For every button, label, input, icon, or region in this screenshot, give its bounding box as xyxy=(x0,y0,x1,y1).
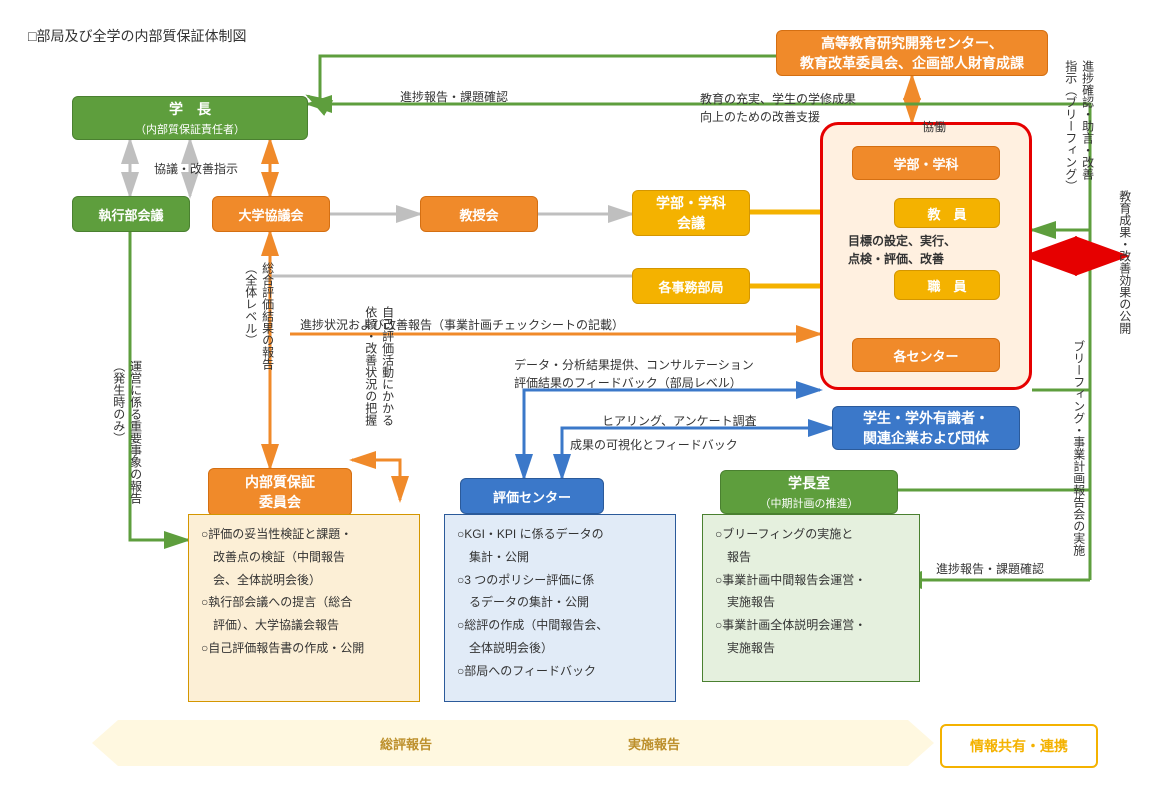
node-label: 教 員 xyxy=(927,204,966,223)
label-v3: 自己評価活動にかかる依頼・改善状況の把握 xyxy=(362,306,396,426)
node-label: 学部・学科会議 xyxy=(656,193,726,233)
panel-item: ○総評の作成（中間報告会、 xyxy=(457,614,663,637)
label-l8: 成果の可視化とフィードバック xyxy=(570,436,738,454)
label-l6: データ・分析結果提供、コンサルテーション評価結果のフィードバック（部局レベル） xyxy=(514,356,754,392)
node-sublabel: （中期計画の推進） xyxy=(760,495,859,511)
arrow-15 xyxy=(352,460,400,500)
node-pres_office: 学長室 （中期計画の推進） xyxy=(720,470,898,514)
node-label: 大学協議会 xyxy=(238,205,303,224)
panel-item: 会、全体説明会後） xyxy=(201,569,407,592)
node-iqac: 内部質保証委員会 xyxy=(208,468,352,516)
text-goals_txt: 目標の設定、実行、点検・評価、改善 xyxy=(848,232,956,268)
label-l9: 総評報告 xyxy=(380,735,432,755)
node-label: 高等教育研究開発センター、教育改革委員会、企画部人財育成課 xyxy=(800,33,1024,73)
label-l1: 進捗報告・課題確認 xyxy=(400,88,508,106)
panel-item: ○3 つのポリシー評価に係 xyxy=(457,569,663,592)
node-label: 学部・学科 xyxy=(893,154,958,173)
info-share-box: 情報共有・連携 xyxy=(940,724,1098,768)
node-label: 各事務部局 xyxy=(658,277,723,296)
panel-item: 集計・公開 xyxy=(457,546,663,569)
label-l11: 進捗報告・課題確認 xyxy=(936,560,1044,578)
node-admin: 各事務部局 xyxy=(632,268,750,304)
node-centers: 各センター xyxy=(852,338,1000,372)
panel-item: 評価）、大学協議会報告 xyxy=(201,614,407,637)
node-label: 内部質保証委員会 xyxy=(245,472,315,512)
panel-item: 実施報告 xyxy=(715,637,907,660)
node-label: 職 員 xyxy=(927,276,966,295)
label-l2: 協議・改善指示 xyxy=(154,160,238,178)
label-l10: 実施報告 xyxy=(628,735,680,755)
panel-item: 実施報告 xyxy=(715,591,907,614)
panel-item: ○部局へのフィードバック xyxy=(457,660,663,683)
label-v4: 進捗確認・助言・改善指示（ブリーフィング） xyxy=(1062,60,1096,192)
node-president: 学 長 （内部質保証責任者） xyxy=(72,96,308,140)
label-v1: 運営に係る重要事象の報告（発生時のみ） xyxy=(110,360,144,504)
arrow-13 xyxy=(524,390,820,478)
node-council: 大学協議会 xyxy=(212,196,330,232)
label-l5: 進捗状況および改善報告（事業計画チェックシートの記載） xyxy=(300,316,624,334)
node-eval_center: 評価センター xyxy=(460,478,604,514)
node-label: 教授会 xyxy=(459,205,498,224)
panel-item: 改善点の検証（中間報告 xyxy=(201,546,407,569)
node-dept_mtg: 学部・学科会議 xyxy=(632,190,750,236)
node-exec: 執行部会議 xyxy=(72,196,190,232)
node-label: 執行部会議 xyxy=(98,205,163,224)
node-staff: 職 員 xyxy=(894,270,1000,300)
node-students: 学生・学外有識者・関連企業および団体 xyxy=(832,406,1020,450)
node-label: 学 長 xyxy=(169,99,211,119)
label-v5: 教育成果・改善効果の公開 xyxy=(1116,190,1133,334)
panel-item: 報告 xyxy=(715,546,907,569)
panel-item: ○ブリーフィングの実施と xyxy=(715,523,907,546)
label-v6: ブリーフィング・事業計画報告会の実施 xyxy=(1070,340,1087,556)
node-teachers: 教 員 xyxy=(894,198,1000,228)
node-label: 学長室 xyxy=(788,473,830,493)
panel-item: るデータの集計・公開 xyxy=(457,591,663,614)
arrow-8 xyxy=(270,232,632,276)
node-sublabel: （内部質保証責任者） xyxy=(135,121,245,137)
label-l3: 教育の充実、学生の学修成果向上のための改善支援 xyxy=(700,90,856,126)
node-label: 学生・学外有識者・関連企業および団体 xyxy=(863,408,989,448)
page-title: □部局及び全学の内部質保証体制図 xyxy=(28,26,246,46)
panel-eval_panel: ○KGI・KPI に係るデータの 集計・公開○3 つのポリシー評価に係 るデータ… xyxy=(444,514,676,702)
panel-item: ○評価の妥当性検証と課題・ xyxy=(201,523,407,546)
node-dept: 学部・学科 xyxy=(852,146,1000,180)
panel-pres_panel: ○ブリーフィングの実施と 報告○事業計画中間報告会運営・ 実施報告○事業計画全体… xyxy=(702,514,920,682)
panel-item: ○自己評価報告書の作成・公開 xyxy=(201,637,407,660)
panel-item: ○KGI・KPI に係るデータの xyxy=(457,523,663,546)
panel-item: ○事業計画中間報告会運営・ xyxy=(715,569,907,592)
node-label: 各センター xyxy=(893,346,958,365)
label-l4: 協働 xyxy=(922,118,946,136)
panel-iqac_panel: ○評価の妥当性検証と課題・ 改善点の検証（中間報告 会、全体説明会後）○執行部会… xyxy=(188,514,420,702)
node-faculty_mtg: 教授会 xyxy=(420,196,538,232)
panel-item: 全体説明会後） xyxy=(457,637,663,660)
panel-item: ○事業計画全体説明会運営・ xyxy=(715,614,907,637)
panel-item: ○執行部会議への提言（総合 xyxy=(201,591,407,614)
node-top_orange: 高等教育研究開発センター、教育改革委員会、企画部人財育成課 xyxy=(776,30,1048,76)
label-l7: ヒアリング、アンケート調査 xyxy=(602,412,757,430)
node-label: 評価センター xyxy=(493,487,571,506)
label-v2: 総合評価結果の報告（全体レベル） xyxy=(242,262,276,370)
